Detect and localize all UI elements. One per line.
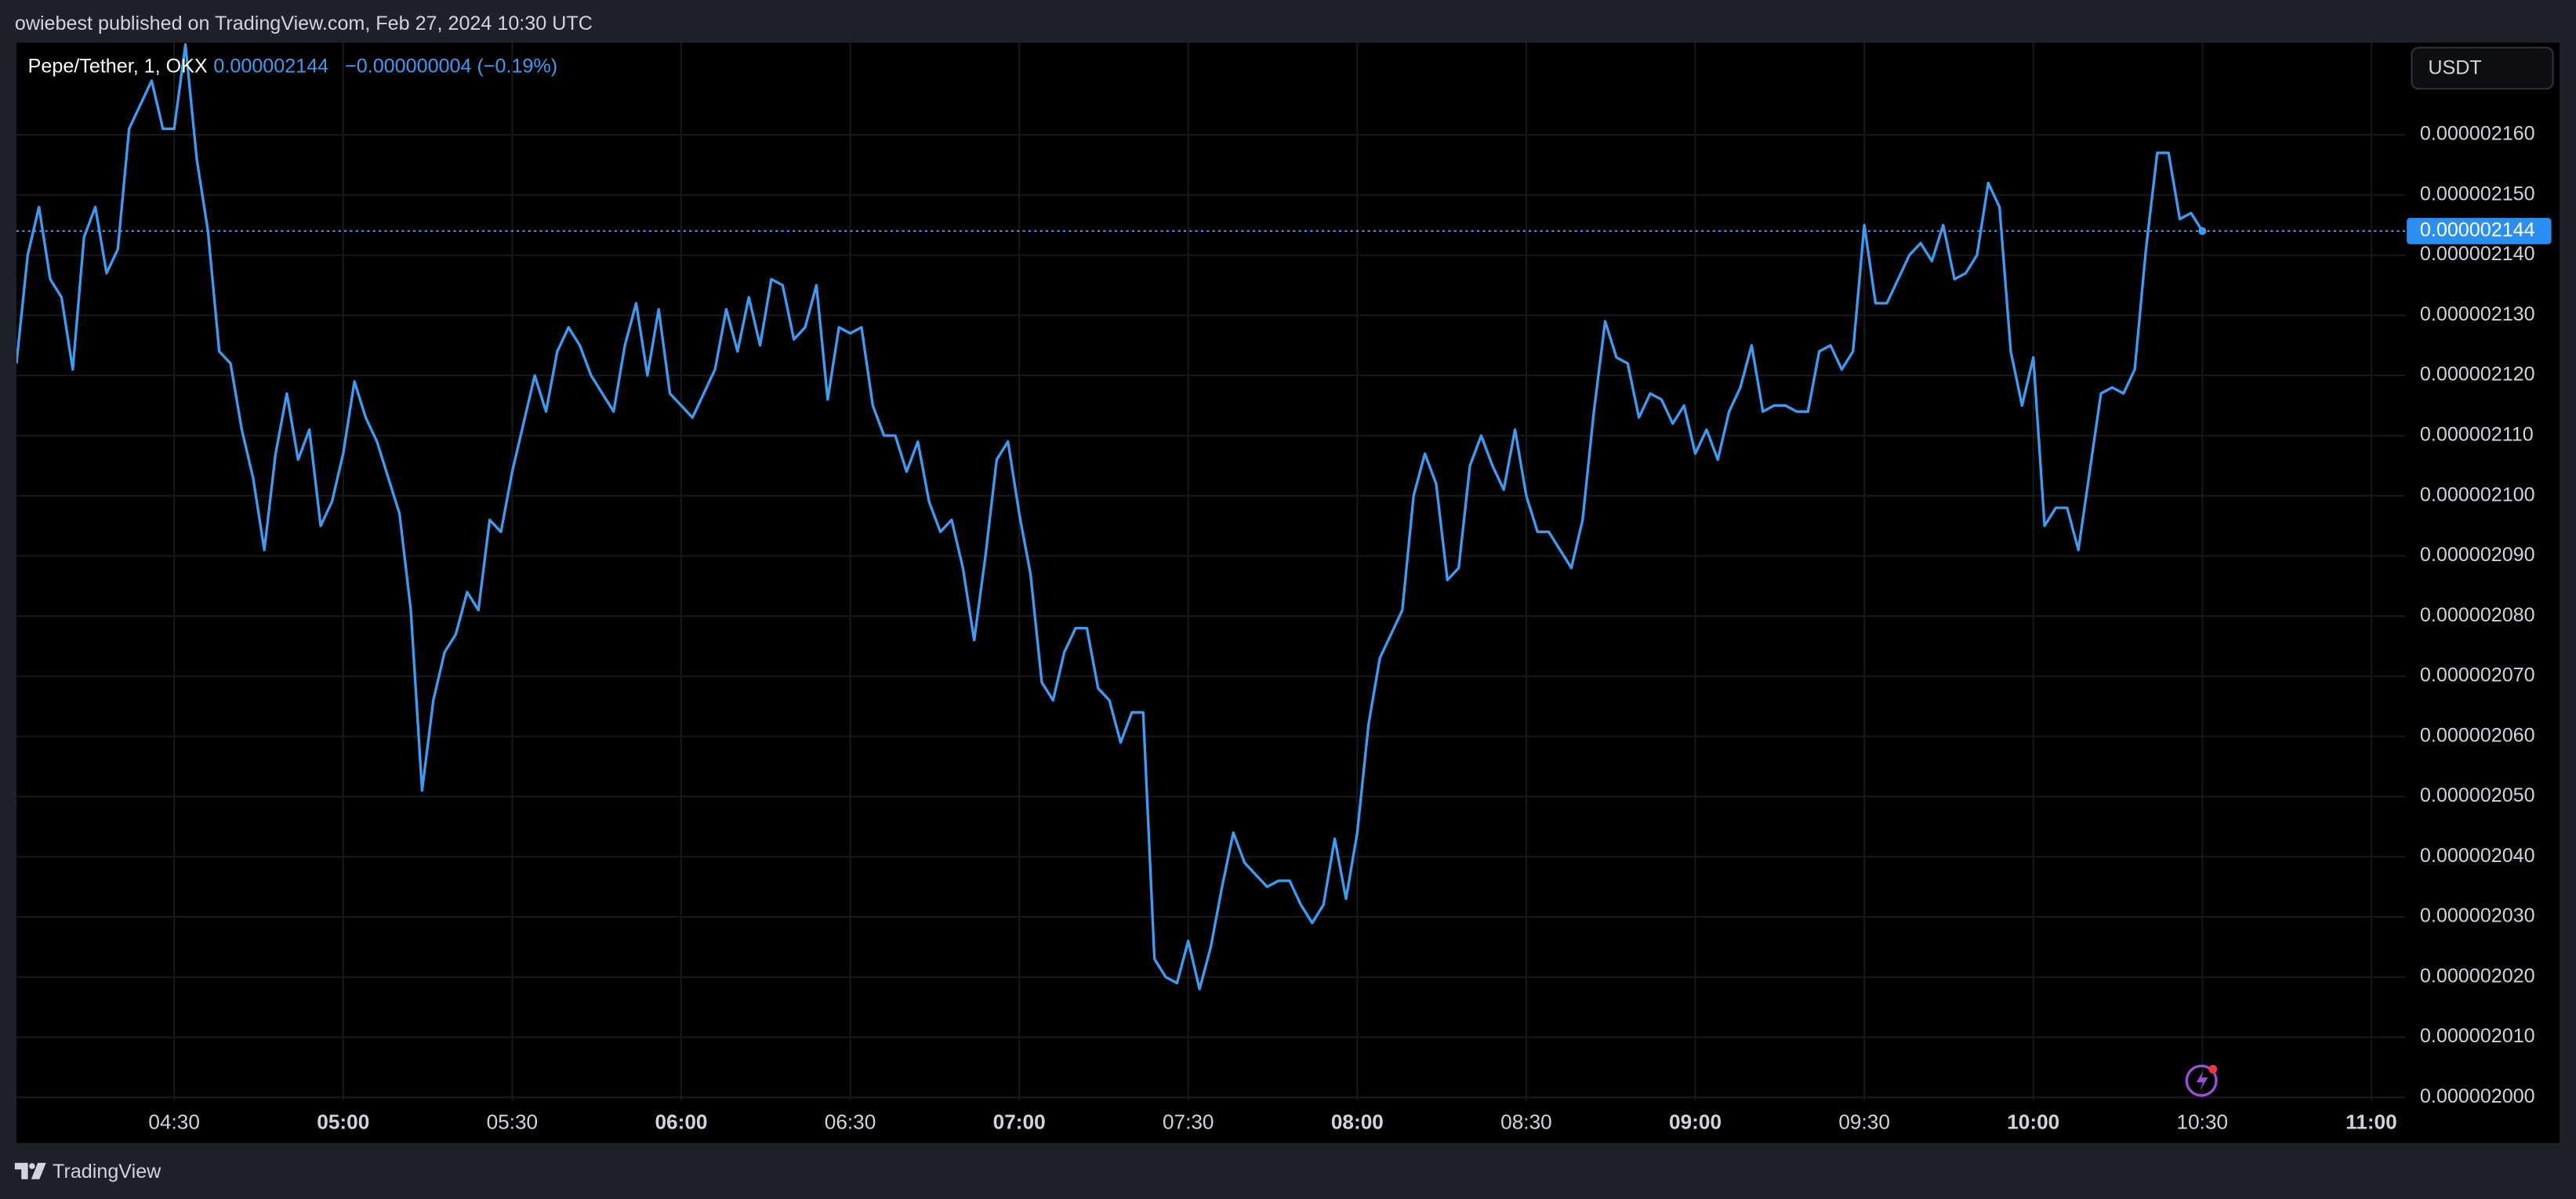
legend-change: −0.000000004 (−0.19%) — [345, 56, 557, 78]
price-line — [16, 43, 2204, 991]
y-tick-label: 0.000002030 — [2420, 905, 2535, 927]
x-tick-label: 11:00 — [2346, 1110, 2397, 1133]
x-tick-label: 07:00 — [993, 1110, 1046, 1133]
y-tick-label: 0.000002070 — [2420, 665, 2535, 686]
y-tick-label: 0.000002080 — [2420, 604, 2535, 626]
x-tick-label: 10:00 — [2007, 1110, 2059, 1133]
y-tick-label: 0.000002160 — [2420, 123, 2535, 145]
x-tick-label: 05:30 — [487, 1110, 539, 1133]
y-tick-label: 0.000002140 — [2420, 243, 2535, 265]
currency-button[interactable] — [2411, 46, 2554, 90]
x-tick-label: 06:30 — [825, 1110, 876, 1133]
x-tick-label: 08:00 — [1331, 1110, 1384, 1133]
y-tick-label: 0.000002040 — [2420, 845, 2535, 867]
x-tick-label: 05:00 — [317, 1110, 369, 1133]
x-tick-label: 06:00 — [655, 1110, 707, 1133]
y-tick-label: 0.000002110 — [2420, 424, 2534, 446]
axes: 0.000002000 0.000002010 0.000002020 0.00000… — [148, 123, 2552, 1133]
y-tick-label: 0.000002000 — [2420, 1085, 2535, 1107]
footer-brand: TradingView — [53, 1161, 161, 1183]
chart-panel — [16, 42, 2560, 1143]
legend-price: 0.000002144 — [213, 56, 328, 78]
last-price-label: 0.000002144 — [2420, 219, 2535, 241]
y-tick-label: 0.000002120 — [2420, 364, 2535, 386]
y-tick-label: 0.000002010 — [2420, 1025, 2535, 1047]
plot — [16, 43, 2406, 991]
x-tick-label: 08:30 — [1500, 1110, 1552, 1133]
header-title: owiebest published on TradingView.com, F… — [15, 13, 593, 34]
x-tick-label: 09:00 — [1669, 1110, 1722, 1133]
last-price-dot — [2198, 226, 2207, 235]
y-tick-label: 0.000002060 — [2420, 724, 2535, 746]
y-tick-label: 0.000002130 — [2420, 303, 2535, 325]
x-tick-label: 09:30 — [1838, 1110, 1890, 1133]
y-tick-label: 0.000002100 — [2420, 484, 2535, 505]
y-tick-label: 0.000002090 — [2420, 544, 2535, 566]
x-tick-label: 04:30 — [148, 1110, 200, 1133]
lightning-icon[interactable] — [2185, 1064, 2218, 1097]
y-tick-label: 0.000002150 — [2420, 183, 2535, 205]
last-price-box — [2407, 218, 2552, 245]
y-tick-label: 0.000002050 — [2420, 784, 2535, 806]
x-tick-label: 07:30 — [1163, 1110, 1214, 1133]
footer-logo[interactable] — [14, 1162, 46, 1179]
x-tick-label: 10:30 — [2177, 1110, 2229, 1133]
grid — [16, 42, 2406, 1101]
legend-symbol: Pepe/Tether, 1, OKX — [28, 56, 208, 78]
currency-label: USDT — [2428, 57, 2481, 79]
y-tick-label: 0.000002020 — [2420, 965, 2535, 987]
